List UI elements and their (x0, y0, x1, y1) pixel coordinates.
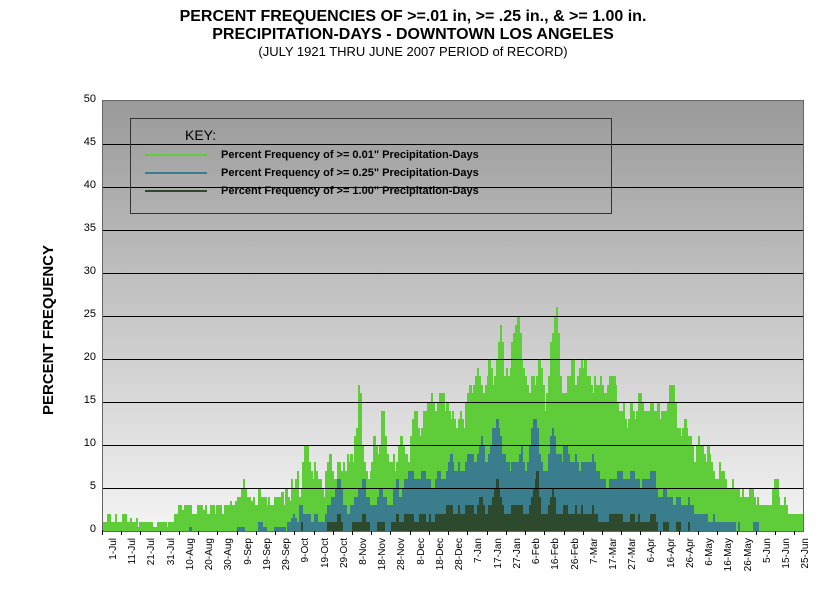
x-tick-label: 26-May (743, 538, 754, 598)
x-tick-label: 10-Aug (185, 538, 196, 598)
x-tick-label: 5-Jun (762, 538, 773, 598)
legend-title: KEY: (185, 127, 597, 143)
y-tick-label: 45 (68, 136, 96, 148)
x-tick-label: 18-Nov (377, 538, 388, 598)
y-tick-label: 5 (68, 480, 96, 492)
x-tick-label: 26-Feb (570, 538, 581, 598)
x-tick-label: 26-Apr (685, 538, 696, 598)
y-axis-label: PERCENT FREQUENCY (40, 245, 57, 415)
gridline (103, 316, 803, 317)
x-tick-label: 16-Feb (550, 538, 561, 598)
data-bar (757, 522, 759, 531)
x-tick-label: 31-Jul (166, 538, 177, 598)
legend-label: Percent Frequency of >= 0.01" Precipitat… (221, 149, 479, 161)
data-bar (667, 522, 669, 531)
x-tick-label: 16-May (723, 538, 734, 598)
x-tick-label: 28-Dec (454, 538, 465, 598)
legend-label: Percent Frequency of >= 0.25" Precipitat… (221, 167, 479, 179)
data-bar (368, 522, 370, 531)
gridline (103, 359, 803, 360)
x-tick-label: 29-Oct (339, 538, 350, 598)
figure: PERCENT FREQUENCIES OF >=.01 in, >= .25 … (0, 8, 826, 612)
data-bar (301, 522, 303, 531)
y-tick-label: 15 (68, 394, 96, 406)
gridline (103, 402, 803, 403)
x-tick-label: 8-Nov (358, 538, 369, 598)
y-tick-label: 10 (68, 437, 96, 449)
data-bar (283, 527, 285, 531)
x-tick-label: 9-Oct (300, 538, 311, 598)
x-tick-label: 20-Aug (204, 538, 215, 598)
legend-item: Percent Frequency of >= 0.01" Precipitat… (145, 149, 597, 161)
x-tick-label: 15-Jun (781, 538, 792, 598)
x-tick-label: 29-Sep (281, 538, 292, 598)
chart-title-line1: PERCENT FREQUENCIES OF >=.01 in, >= .25 … (0, 8, 826, 26)
legend-swatch (145, 172, 207, 174)
data-bar (738, 522, 740, 531)
x-tick-label: 27-Mar (627, 538, 638, 598)
x-tick-label: 30-Aug (223, 538, 234, 598)
x-tick-label: 28-Nov (396, 538, 407, 598)
x-tick-label: 21-Jul (146, 538, 157, 598)
x-tick-label: 27-Jan (512, 538, 523, 598)
y-tick-label: 40 (68, 179, 96, 191)
chart-title-line2: PRECIPITATION-DAYS - DOWNTOWN LOS ANGELE… (0, 26, 826, 44)
data-bar (734, 522, 736, 531)
x-tick-label: 19-Sep (262, 538, 273, 598)
legend-swatch (145, 190, 207, 192)
x-tick-label: 18-Dec (435, 538, 446, 598)
gridline (103, 230, 803, 231)
y-tick-label: 20 (68, 351, 96, 363)
y-tick-label: 50 (68, 93, 96, 105)
x-tick-label: 7-Mar (589, 538, 600, 598)
x-tick-label: 16-Apr (666, 538, 677, 598)
legend-item: Percent Frequency of >= 1.00" Precipitat… (145, 185, 597, 197)
data-bar (341, 522, 343, 531)
x-tick-label: 6-Feb (531, 538, 542, 598)
x-tick-label: 17-Jan (493, 538, 504, 598)
data-bar (678, 522, 680, 531)
data-bar (189, 527, 191, 531)
chart-subtitle: (JULY 1921 THRU JUNE 2007 PERIOD of RECO… (0, 44, 826, 59)
y-tick-label: 0 (68, 523, 96, 535)
legend: KEY: Percent Frequency of >= 0.01" Preci… (130, 118, 612, 214)
x-tick-label: 1-Jul (108, 538, 119, 598)
gridline (103, 445, 803, 446)
x-tick-label: 17-Mar (608, 538, 619, 598)
x-tick-label: 11-Jul (127, 538, 138, 598)
x-tick-label: 9-Sep (243, 538, 254, 598)
x-tick-label: 7-Jan (473, 538, 484, 598)
legend-label: Percent Frequency of >= 1.00" Precipitat… (221, 185, 479, 197)
x-tick-label: 19-Oct (320, 538, 331, 598)
legend-item: Percent Frequency of >= 0.25" Precipitat… (145, 167, 597, 179)
data-bar (383, 522, 385, 531)
gridline (103, 488, 803, 489)
x-tick-label: 6-May (704, 538, 715, 598)
data-bar (688, 522, 690, 531)
x-tick-label: 8-Dec (416, 538, 427, 598)
legend-swatch (145, 154, 207, 156)
y-tick-label: 30 (68, 265, 96, 277)
data-bar (264, 527, 266, 531)
y-tick-label: 35 (68, 222, 96, 234)
x-tick-label: 25-Jun (800, 538, 811, 598)
data-bar (243, 527, 245, 531)
gridline (103, 273, 803, 274)
data-bar (801, 514, 803, 531)
y-tick-label: 25 (68, 308, 96, 320)
data-bar (655, 522, 657, 531)
x-tick-label: 6-Apr (646, 538, 657, 598)
